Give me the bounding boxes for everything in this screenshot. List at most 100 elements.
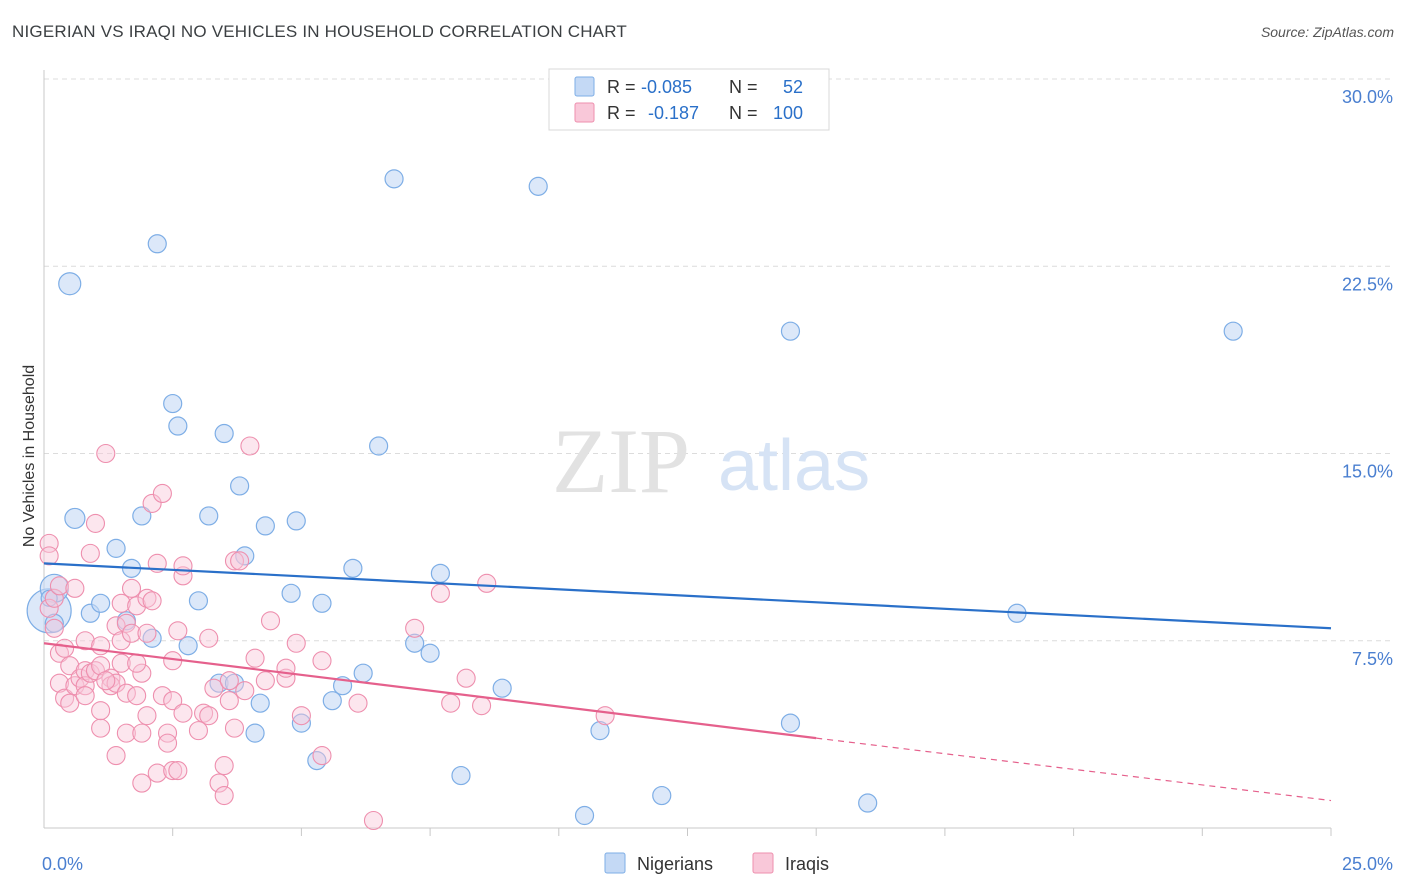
iraqis-point-48 [142,591,162,611]
nigerians-point-16 [178,636,198,656]
iraqis-point-85 [312,746,332,766]
iraqis-point-16 [75,661,95,681]
iraqis-point-65 [194,703,214,723]
iraqis-point-59 [168,621,188,641]
legend-r-label-iraqis: R = [607,103,636,123]
iraqis-point-38 [121,623,142,643]
nigerians-point-49 [858,793,878,813]
y-tick-label-1: 15.0% [1342,462,1393,482]
nigerians-point-26 [255,516,275,536]
x-tick-label-1: 25.0% [1342,854,1393,874]
iraqis-trend-line-extrapolated [816,737,1332,802]
iraqis-point-35 [116,613,136,633]
x-tick-labels: 0.0% 25.0% [42,854,1393,874]
iraqis-point-54 [158,723,178,743]
iraqis-point-17 [75,676,95,696]
iraqis-point-20 [85,513,106,533]
bottom-legend-swatch-iraqis[interactable] [752,852,774,874]
nigerians-point-24 [245,723,265,743]
legend-n-label-iraqis: N = [729,103,758,123]
bottom-legend: Nigerians Iraqis [604,852,829,874]
nigerians-point-13 [147,234,167,254]
iraqis-point-3 [44,588,64,608]
nigerians-point-51 [1223,321,1243,341]
iraqis-point-63 [173,703,193,723]
nigerians-point-7 [91,593,111,613]
nigerians-point-29 [291,713,311,733]
iraqis-point-90 [430,583,450,603]
y-tick-labels: 7.5% 15.0% 22.5% 30.0% [1342,87,1393,669]
nigerians-point-8 [106,538,126,558]
iraqis-point-68 [204,678,224,698]
legend-box [548,68,830,131]
nigerians-point-44 [574,805,595,826]
bottom-legend-swatch-nigerians[interactable] [604,852,626,874]
iraqis-point-99 [235,681,255,701]
iraqis-point-88 [363,810,384,831]
iraqis-point-58 [163,691,183,711]
nigerians-point-43 [528,176,548,196]
iraqis-point-92 [456,668,476,688]
iraqis-point-10 [60,693,80,713]
y-tick-label-0: 7.5% [1352,649,1393,669]
iraqis-point-9 [55,638,75,658]
nigerians-point-27 [281,583,301,603]
iraqis-point-80 [260,611,281,631]
iraqis-point-32 [111,593,131,613]
iraqis-point-15 [75,631,95,651]
iraqis-point-55 [158,733,178,753]
legend-r-label-nigerians: R = [607,77,636,97]
chart-title: NIGERIAN VS IRAQI NO VEHICLES IN HOUSEHO… [12,22,627,41]
bottom-legend-label-iraqis[interactable]: Iraqis [785,854,829,874]
iraqis-point-73 [219,671,239,691]
iraqis-point-25 [91,656,111,676]
nigerians-trend-line [43,562,1332,630]
nigerians-point-18 [199,506,219,526]
nigerians-point-20 [214,423,234,444]
iraqis-point-18 [80,543,100,563]
nigerians-point-14 [163,393,183,414]
iraqis-point-24 [91,701,111,721]
iraqis-point-89 [405,618,425,638]
bottom-legend-label-nigerians[interactable]: Nigerians [637,854,713,874]
iraqis-point-53 [152,483,172,503]
iraqis-point-2 [39,598,59,618]
legend-n-value-iraqis: 100 [773,103,803,123]
nigerians-point-17 [188,591,209,611]
nigerians-point-42 [492,678,512,698]
nigerians-point-15 [168,416,188,436]
iraqis-point-4 [44,618,64,638]
iraqis-point-91 [441,693,461,713]
iraqis-point-95 [595,706,615,726]
nigerians-point-40 [430,563,450,583]
iraqis-point-83 [286,633,306,653]
iraqis-point-39 [121,578,142,598]
nigerians-point-36 [369,436,389,456]
nigerians-point-34 [343,558,363,578]
iraqis-point-23 [91,718,111,738]
legend: R = -0.085 N = 52 R = -0.187 N = 100 [548,68,830,131]
legend-swatch-nigerians [574,76,595,97]
y-axis-label: No Vehicles in Household [21,365,38,547]
iraqis-point-72 [219,691,239,711]
iraqis-point-7 [49,673,69,693]
nigerians-point-11 [132,506,152,526]
iraqis-point-52 [152,686,172,706]
iraqis-point-86 [312,651,332,671]
nigerians-point-37 [384,169,404,189]
nigerians-point-39 [420,643,440,663]
legend-n-label-nigerians: N = [729,77,758,97]
y-tick-label-2: 22.5% [1342,274,1393,294]
trend-lines [43,562,1332,802]
iraqis-point-5 [49,576,69,596]
iraqis-point-45 [137,588,157,608]
nigerians-point-4 [58,272,82,296]
iraqis-point-49 [142,493,162,513]
x-minor-ticks [172,828,1332,836]
iraqis-point-66 [199,706,219,726]
iraqis-point-71 [214,785,234,806]
iraqis-point-84 [291,706,311,726]
iraqis-point-96 [75,686,95,706]
x-tick-label-0: 0.0% [42,854,83,874]
